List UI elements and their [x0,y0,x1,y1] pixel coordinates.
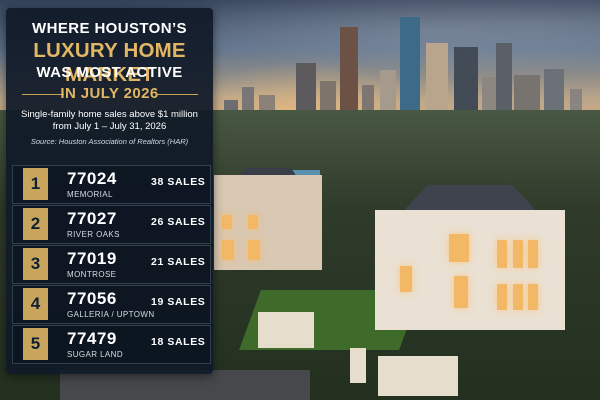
rank-badge: 2 [23,208,48,240]
ranking-row: 2 77027 RIVER OAKS 26 SALES [12,205,211,244]
title-line-3: WAS MOST ACTIVE [36,64,183,81]
window [248,240,260,260]
rank-badge: 3 [23,248,48,280]
window [528,240,538,268]
ranking-row: 4 77056 GALLERIA / UPTOWN 19 SALES [12,285,211,324]
window [248,215,258,229]
houston-skyline [214,0,600,125]
area-name: GALLERIA / UPTOWN [67,310,155,319]
rank-badge: 5 [23,328,48,360]
title-line-2: LUXURY HOME MARKET [33,39,186,86]
ranking-row: 1 77024 MEMORIAL 38 SALES [12,165,211,204]
sales-count: 26 SALES [151,216,206,228]
road [60,370,310,400]
window [400,266,412,292]
divider-right [156,94,198,95]
zip-code: 77027 [67,209,117,228]
window [528,284,538,310]
front-wall [378,356,458,396]
window [497,284,507,310]
window [449,234,469,262]
zip-code: 77056 [67,289,117,308]
sales-count: 18 SALES [151,336,206,348]
window [513,240,523,268]
title-line-4: IN JULY 2026 [60,85,159,102]
title-line-1: WHERE HOUSTON’S [32,20,187,37]
area-name: MONTROSE [67,270,117,279]
window [513,284,523,310]
subtitle: Single-family home sales above $1 millio… [10,109,209,133]
front-door [454,276,468,308]
sales-count: 21 SALES [151,256,206,268]
rank-badge: 1 [23,168,48,200]
source-note: Source: Houston Association of Realtors … [30,137,189,146]
zip-code: 77024 [67,169,117,188]
zip-code: 77019 [67,249,117,268]
ranking-row: 5 77479 SUGAR LAND 18 SALES [12,325,211,364]
gate-pillar [350,348,366,383]
zip-code: 77479 [67,329,117,348]
area-name: RIVER OAKS [67,230,120,239]
ranking-row: 3 77019 MONTROSE 21 SALES [12,245,211,284]
subtitle-line-2: from July 1 – July 31, 2026 [52,121,167,132]
sales-count: 38 SALES [151,176,206,188]
info-panel: WHERE HOUSTON’S LUXURY HOME MARKET WAS M… [6,8,213,374]
garden-wall [258,312,314,348]
subtitle-line-1: Single-family home sales above $1 millio… [21,109,198,120]
area-name: SUGAR LAND [67,350,124,359]
rank-badge: 4 [23,288,48,320]
area-name: MEMORIAL [67,190,113,199]
divider-left [22,94,64,95]
window [497,240,507,268]
window [222,240,234,260]
sales-count: 19 SALES [151,296,206,308]
window [222,215,232,229]
